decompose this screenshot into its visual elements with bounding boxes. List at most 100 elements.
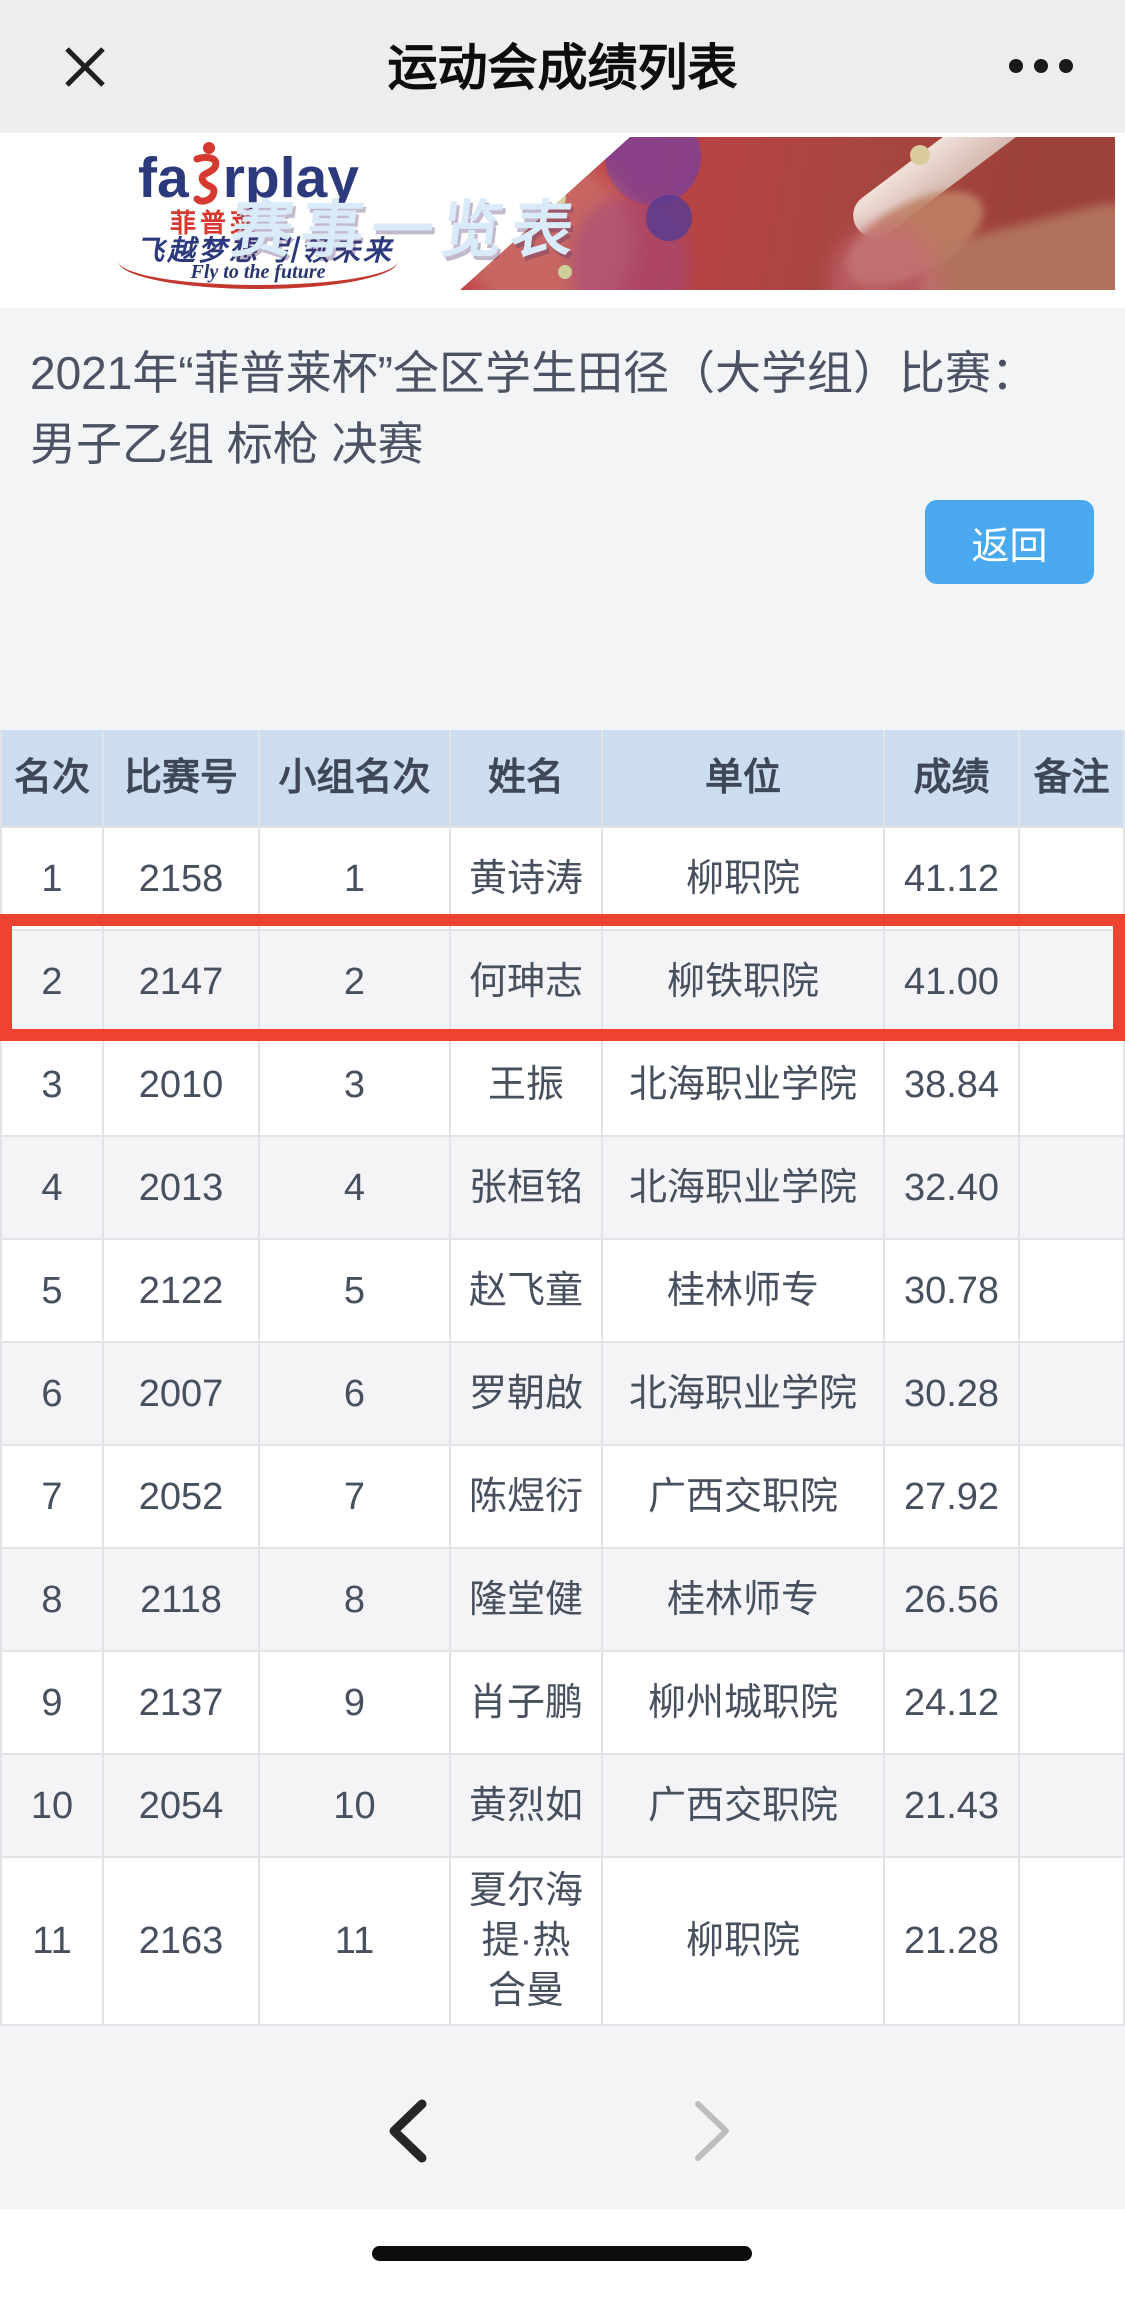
cell-score: 21.43 — [885, 1755, 1020, 1858]
cell-unit: 柳铁职院 — [603, 931, 885, 1034]
cell-group_rank: 10 — [260, 1755, 451, 1858]
banner-headline: 赛事一览表 — [226, 196, 586, 265]
cell-group_rank: 2 — [260, 931, 451, 1034]
more-menu-icon[interactable] — [1009, 59, 1073, 73]
cell-score: 21.28 — [885, 1858, 1020, 2026]
cell-note — [1020, 1446, 1125, 1549]
logo-text-right: rplay — [222, 146, 359, 210]
table-row: 5 2122 5 赵飞童 桂林师专 30.78 — [0, 1240, 1125, 1343]
table-body: 1 2158 1 黄诗涛 柳职院 41.12 2 2147 2 何珅志 柳铁职院 41.00 3 2010… — [0, 828, 1125, 2026]
table-row: 8 2118 8 隆堂健 桂林师专 26.56 — [0, 1549, 1125, 1652]
promo-banner: fa rplay 菲普莱 飞越梦想 引领未来 Fly to the future … — [10, 137, 1115, 290]
cell-unit: 桂林师专 — [603, 1549, 885, 1652]
cell-rank: 4 — [0, 1137, 104, 1240]
results-table: 名次 比赛号 小组名次 姓名 单位 成绩 备注 1 2158 1 黄诗涛 柳职院 41.12 2 2147… — [0, 730, 1125, 2026]
event-title: 2021年“菲普莱杯”全区学生田径（大学组）比赛： 男子乙组 标枪 决赛 — [30, 338, 1110, 480]
cell-score: 41.12 — [885, 828, 1020, 931]
cell-rank: 11 — [0, 1858, 104, 2026]
cell-unit: 广西交职院 — [603, 1755, 885, 1858]
cell-bib: 2010 — [104, 1034, 260, 1137]
cell-note — [1020, 1137, 1125, 1240]
prev-page-icon[interactable] — [384, 2098, 432, 2164]
cell-rank: 8 — [0, 1549, 104, 1652]
event-title-line2: 男子乙组 标枪 决赛 — [30, 418, 424, 470]
logo-text-left: fa — [138, 146, 189, 210]
cell-group_rank: 5 — [260, 1240, 451, 1343]
event-title-line1: 2021年“菲普莱杯”全区学生田径（大学组）比赛： — [30, 347, 1037, 399]
table-row: 11 2163 11 夏尔海提·热合曼 柳职院 21.28 — [0, 1858, 1125, 2026]
cell-group_rank: 7 — [260, 1446, 451, 1549]
cell-group_rank: 8 — [260, 1549, 451, 1652]
cell-bib: 2163 — [104, 1858, 260, 2026]
cell-name: 罗朝啟 — [451, 1343, 603, 1446]
cell-name: 陈煜衍 — [451, 1446, 603, 1549]
logo-runner-icon — [193, 142, 220, 205]
cell-note — [1020, 1034, 1125, 1137]
cell-bib: 2158 — [104, 828, 260, 931]
cell-unit: 北海职业学院 — [603, 1137, 885, 1240]
close-icon[interactable] — [60, 42, 110, 92]
cell-score: 24.12 — [885, 1652, 1020, 1755]
cell-rank: 1 — [0, 828, 104, 931]
cell-name: 夏尔海提·热合曼 — [451, 1858, 603, 2026]
cell-note — [1020, 1858, 1125, 2026]
page-title: 运动会成绩列表 — [387, 40, 738, 96]
cell-name: 隆堂健 — [451, 1549, 603, 1652]
decor-circle — [646, 195, 692, 241]
cell-rank: 5 — [0, 1240, 104, 1343]
table-row: 10 2054 10 黄烈如 广西交职院 21.43 — [0, 1755, 1125, 1858]
cell-rank: 9 — [0, 1652, 104, 1755]
cell-score: 26.56 — [885, 1549, 1020, 1652]
banner-slogan-en: Fly to the future — [190, 261, 326, 283]
cell-rank: 7 — [0, 1446, 104, 1549]
cell-name: 黄诗涛 — [451, 828, 603, 931]
cell-bib: 2054 — [104, 1755, 260, 1858]
back-button[interactable]: 返回 — [925, 500, 1094, 584]
cell-rank: 6 — [0, 1343, 104, 1446]
cell-name: 王振 — [451, 1034, 603, 1137]
home-indicator[interactable] — [372, 2246, 752, 2261]
table-row: 3 2010 3 王振 北海职业学院 38.84 — [0, 1034, 1125, 1137]
cell-bib: 2137 — [104, 1652, 260, 1755]
cell-bib: 2147 — [104, 931, 260, 1034]
cell-score: 41.00 — [885, 931, 1020, 1034]
cell-name: 赵飞童 — [451, 1240, 603, 1343]
table-row: 2 2147 2 何珅志 柳铁职院 41.00 — [0, 931, 1125, 1034]
cell-group_rank: 6 — [260, 1343, 451, 1446]
cell-group_rank: 4 — [260, 1137, 451, 1240]
nav-header: 运动会成绩列表 — [0, 0, 1125, 133]
next-page-icon[interactable] — [688, 2098, 736, 2164]
table-row: 7 2052 7 陈煜衍 广西交职院 27.92 — [0, 1446, 1125, 1549]
cell-group_rank: 1 — [260, 828, 451, 931]
table-row: 6 2007 6 罗朝啟 北海职业学院 30.28 — [0, 1343, 1125, 1446]
cell-rank: 3 — [0, 1034, 104, 1137]
cell-group_rank: 3 — [260, 1034, 451, 1137]
cell-bib: 2052 — [104, 1446, 260, 1549]
fairplay-logo: fa rplay — [138, 141, 438, 211]
cell-score: 30.28 — [885, 1343, 1020, 1446]
cell-note — [1020, 931, 1125, 1034]
cell-score: 27.92 — [885, 1446, 1020, 1549]
table-row: 9 2137 9 肖子鹏 柳州城职院 24.12 — [0, 1652, 1125, 1755]
logo-arc — [118, 233, 398, 289]
cell-name: 黄烈如 — [451, 1755, 603, 1858]
cell-unit: 柳职院 — [603, 828, 885, 931]
cell-unit: 柳州城职院 — [603, 1652, 885, 1755]
pagination — [0, 2092, 1125, 2172]
column-header: 名次 — [0, 730, 104, 828]
cell-unit: 桂林师专 — [603, 1240, 885, 1343]
cell-bib: 2013 — [104, 1137, 260, 1240]
table-row: 1 2158 1 黄诗涛 柳职院 41.12 — [0, 828, 1125, 931]
table-header-row: 名次 比赛号 小组名次 姓名 单位 成绩 备注 — [0, 730, 1125, 828]
column-header: 成绩 — [885, 730, 1020, 828]
cell-name: 张桓铭 — [451, 1137, 603, 1240]
cell-note — [1020, 1240, 1125, 1343]
cell-unit: 广西交职院 — [603, 1446, 885, 1549]
column-header: 比赛号 — [104, 730, 260, 828]
decor-circle — [910, 145, 930, 165]
cell-unit: 北海职业学院 — [603, 1034, 885, 1137]
cell-score: 38.84 — [885, 1034, 1020, 1137]
cell-group_rank: 9 — [260, 1652, 451, 1755]
cell-group_rank: 11 — [260, 1858, 451, 2026]
